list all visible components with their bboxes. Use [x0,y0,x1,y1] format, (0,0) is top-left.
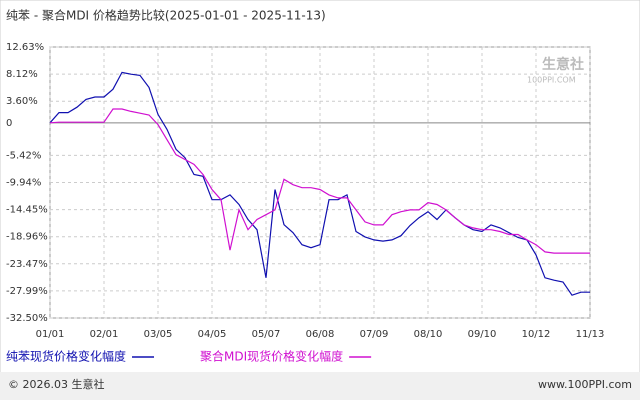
y-tick-label: -18.96% [6,232,48,243]
x-tick-label: 05/07 [252,329,281,340]
x-tick-label: 08/10 [414,329,443,340]
legend-label: 聚合MDI现货价格变化幅度 [200,349,343,364]
y-tick-label: -5.42% [6,150,41,161]
x-tick-label: 10/12 [522,329,551,340]
y-tick-label: 3.60% [6,96,38,107]
footer-right: www.100PPI.com [538,378,632,391]
footer-bar [0,372,640,400]
x-tick-label: 02/01 [90,329,119,340]
x-tick-label: 07/09 [360,329,389,340]
series-line [49,108,590,254]
legend-label: 纯苯现货价格变化幅度 [6,349,126,364]
y-tick-label: -23.47% [6,259,48,270]
y-tick-label: 12.63% [6,42,44,53]
y-tick-label: 0 [6,118,12,129]
footer-left: © 2026.03 生意社 [8,377,104,391]
x-tick-label: 01/01 [36,329,65,340]
y-tick-label: -27.99% [6,286,48,297]
y-tick-label: -32.50% [6,313,48,324]
watermark: 100PPI.COM [527,76,576,85]
watermark: 生意社 [542,56,584,73]
chart-title: 纯苯 - 聚合MDI 价格趋势比较(2025-01-01 - 2025-11-1… [6,8,326,23]
series-line [49,71,590,296]
x-tick-label: 11/13 [576,329,605,340]
x-tick-label: 09/10 [468,329,497,340]
y-tick-label: -14.45% [6,205,48,216]
y-tick-label: 8.12% [6,69,38,80]
x-tick-label: 06/08 [306,329,335,340]
y-tick-label: -9.94% [6,178,41,189]
x-tick-label: 03/05 [144,329,173,340]
x-tick-label: 04/05 [198,329,227,340]
